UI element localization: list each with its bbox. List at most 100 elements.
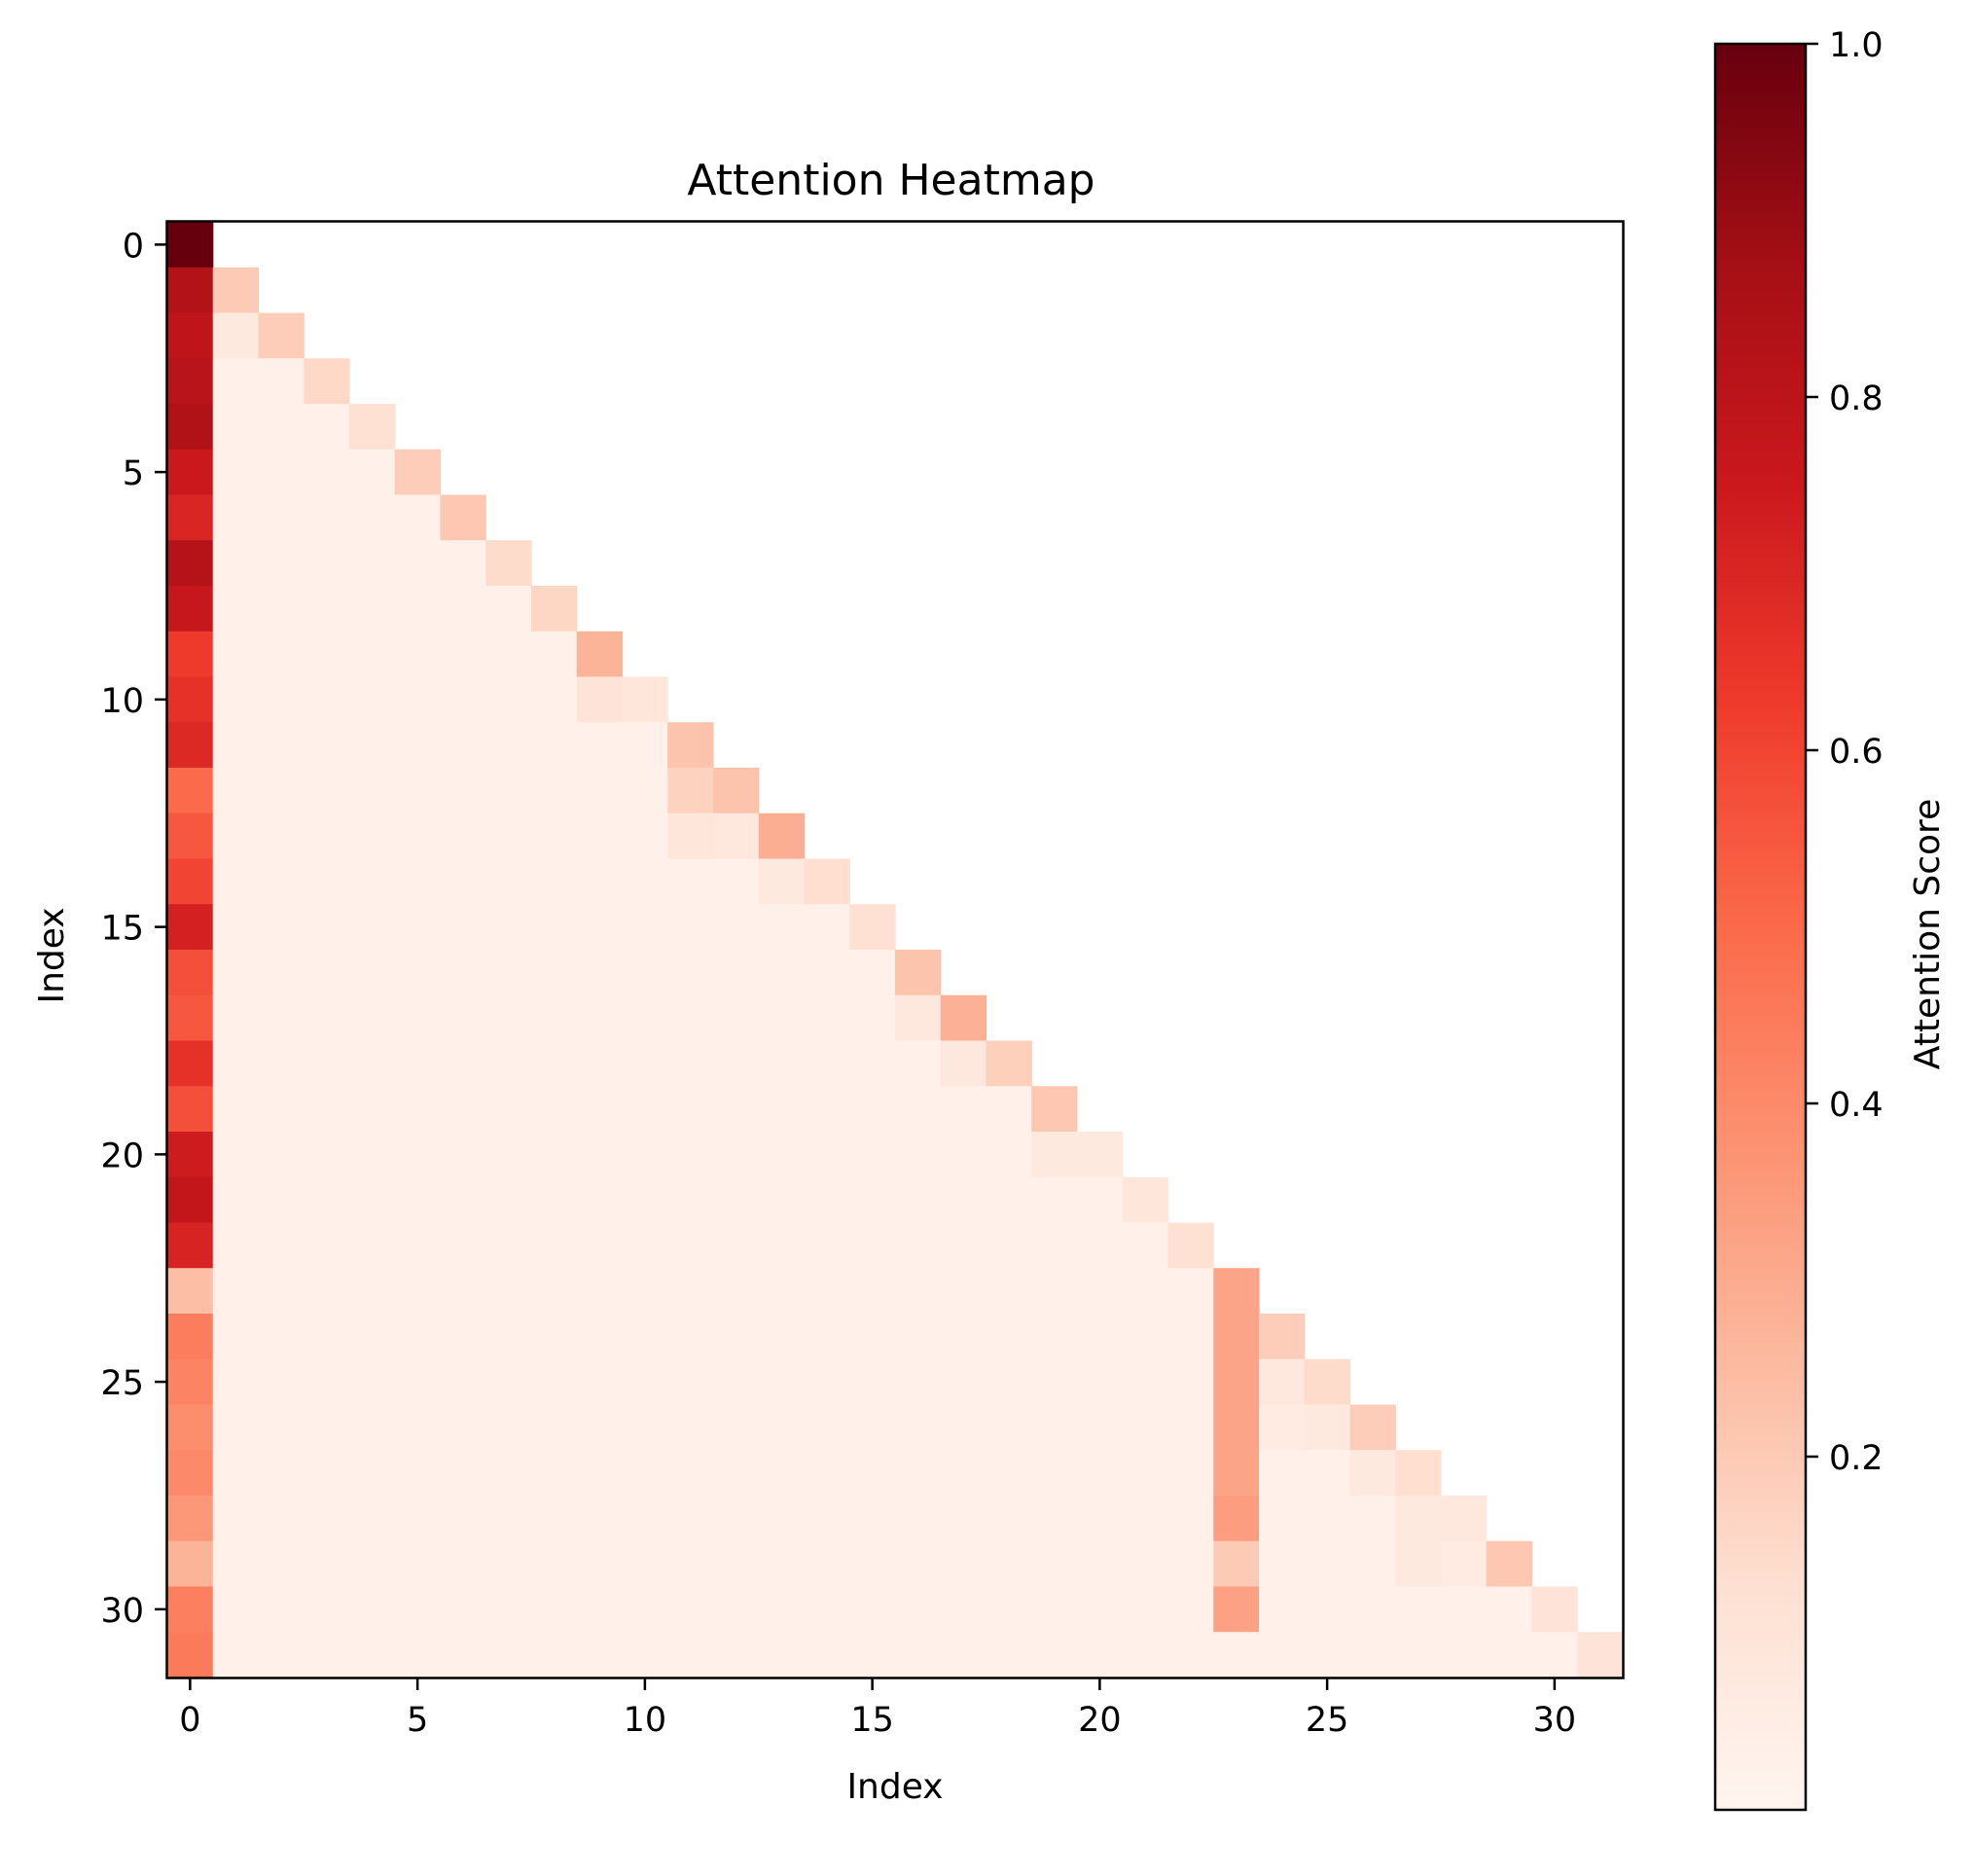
x-axis-label: Index xyxy=(846,1767,943,1807)
heatmap-cell xyxy=(622,1314,668,1360)
heatmap-cell xyxy=(304,950,350,996)
heatmap-cell xyxy=(304,1540,350,1588)
heatmap-cell xyxy=(1304,1632,1351,1678)
heatmap-cell xyxy=(1122,1450,1169,1497)
heatmap-cell xyxy=(576,1176,624,1224)
heatmap-cell xyxy=(440,1358,486,1406)
heatmap-cell xyxy=(212,722,260,769)
heatmap-cell xyxy=(1167,1450,1214,1497)
heatmap-cell xyxy=(167,1132,214,1178)
heatmap-cell xyxy=(622,812,668,860)
heatmap-cell xyxy=(667,768,714,814)
heatmap-cell xyxy=(804,1040,850,1087)
heatmap-cell xyxy=(212,812,260,860)
heatmap-cell xyxy=(258,950,305,996)
heatmap-cell xyxy=(304,1404,350,1451)
heatmap-cell xyxy=(258,1358,305,1406)
heatmap-cell xyxy=(1259,1404,1306,1451)
heatmap-cell xyxy=(1441,1496,1488,1542)
heatmap-cell xyxy=(1031,1086,1078,1133)
heatmap-cell xyxy=(394,676,442,723)
heatmap-cell xyxy=(212,312,260,359)
heatmap-cell xyxy=(485,631,532,678)
heatmap-cell xyxy=(258,768,305,814)
heatmap-cell xyxy=(1213,1450,1260,1497)
heatmap-cell xyxy=(1077,1222,1124,1269)
heatmap-cell xyxy=(1349,1586,1396,1633)
heatmap-cell xyxy=(804,1404,850,1451)
heatmap-cell xyxy=(1486,1632,1533,1678)
heatmap-cell xyxy=(1077,1176,1124,1224)
heatmap-cell xyxy=(804,994,850,1042)
heatmap-cell xyxy=(1213,1314,1260,1360)
heatmap-cell xyxy=(576,1132,624,1178)
heatmap-cell xyxy=(940,1222,987,1269)
heatmap-cell xyxy=(485,1268,532,1315)
heatmap-cell xyxy=(1167,1314,1214,1360)
heatmap-cell xyxy=(304,1358,350,1406)
heatmap-cell xyxy=(667,1496,714,1542)
heatmap-cell xyxy=(804,1314,850,1360)
heatmap-cell xyxy=(485,722,532,769)
heatmap-cell xyxy=(212,768,260,814)
heatmap-cell xyxy=(212,1450,260,1497)
heatmap-cell xyxy=(531,768,578,814)
heatmap-cell xyxy=(258,858,305,905)
heatmap-cell xyxy=(1122,1586,1169,1633)
heatmap-cell xyxy=(849,1450,896,1497)
x-tick-label: 30 xyxy=(1533,1701,1577,1740)
heatmap-cell xyxy=(1122,1314,1169,1360)
heatmap-cell xyxy=(713,1314,760,1360)
heatmap-cell xyxy=(1167,1404,1214,1451)
heatmap-cell xyxy=(167,1268,214,1315)
heatmap-cell xyxy=(212,1404,260,1451)
heatmap-cell xyxy=(758,1086,806,1133)
heatmap-cell xyxy=(349,1358,396,1406)
heatmap-cell xyxy=(1077,1268,1124,1315)
heatmap-cell xyxy=(1304,1404,1351,1451)
heatmap-cell xyxy=(713,1132,760,1178)
heatmap-cell xyxy=(440,1586,486,1633)
heatmap-cell xyxy=(531,631,578,678)
heatmap-cell xyxy=(986,1404,1032,1451)
heatmap-cell xyxy=(167,222,214,269)
heatmap-cell xyxy=(940,1314,987,1360)
heatmap-cell xyxy=(1577,1632,1624,1678)
heatmap-cell xyxy=(531,722,578,769)
heatmap-cell xyxy=(531,812,578,860)
chart-title: Attention Heatmap xyxy=(687,156,1094,205)
heatmap-cell xyxy=(212,1132,260,1178)
heatmap-cell xyxy=(394,1586,442,1633)
heatmap-cell xyxy=(622,676,668,723)
heatmap-cell xyxy=(576,631,624,678)
heatmap-cell xyxy=(1031,1358,1078,1406)
heatmap-cell xyxy=(667,1086,714,1133)
heatmap-cell xyxy=(258,1086,305,1133)
heatmap-cell xyxy=(1349,1632,1396,1678)
heatmap-cell xyxy=(394,1040,442,1087)
heatmap-cell xyxy=(1031,1450,1078,1497)
heatmap-cell xyxy=(849,1496,896,1542)
heatmap-cell xyxy=(1531,1586,1578,1633)
heatmap-cell xyxy=(986,1040,1032,1087)
heatmap-cell xyxy=(940,1132,987,1178)
heatmap-cell xyxy=(531,1314,578,1360)
heatmap-cell xyxy=(258,631,305,678)
heatmap-cell xyxy=(167,312,214,359)
heatmap-cell xyxy=(304,768,350,814)
heatmap-cell xyxy=(440,1176,486,1224)
heatmap-cell xyxy=(212,404,260,451)
heatmap-cell xyxy=(531,1404,578,1451)
heatmap-cell xyxy=(167,267,214,314)
heatmap-cell xyxy=(304,812,350,860)
colorbar-tick-label: 0.2 xyxy=(1829,1439,1883,1478)
heatmap-cell xyxy=(258,994,305,1042)
heatmap-cell xyxy=(258,1132,305,1178)
heatmap-cell xyxy=(1259,1314,1306,1360)
heatmap-cell xyxy=(576,1632,624,1678)
heatmap-cell xyxy=(304,722,350,769)
heatmap-cell xyxy=(576,1358,624,1406)
heatmap-cell xyxy=(986,1632,1032,1678)
heatmap-cell xyxy=(440,631,486,678)
heatmap-cell xyxy=(940,1358,987,1406)
